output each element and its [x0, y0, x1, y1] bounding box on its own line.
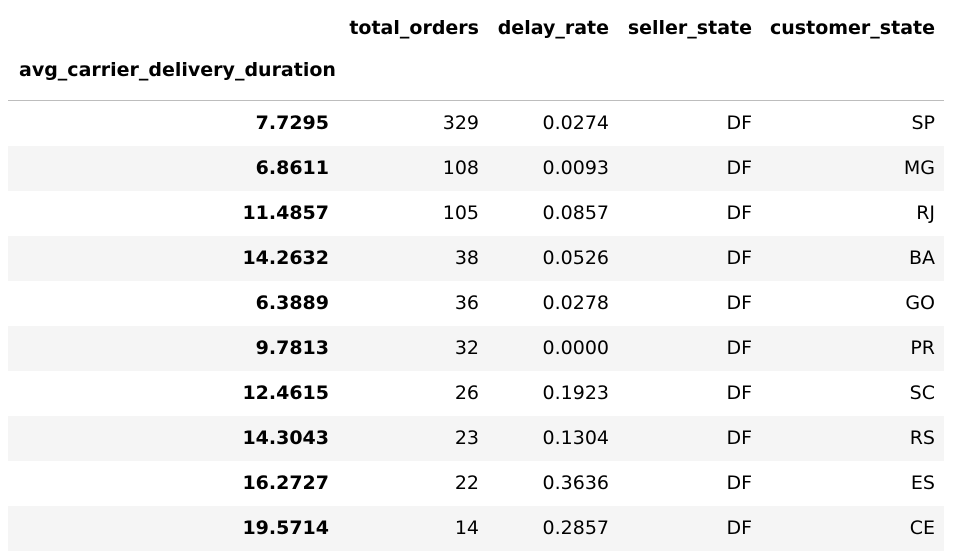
- table-cell: DF: [726, 382, 752, 404]
- table-cell: 32: [454, 337, 479, 359]
- column-header: seller_state: [627, 16, 752, 39]
- table-cell: 0.1923: [542, 382, 609, 404]
- table-row: 6.8611 108 0.0093 DF MG: [8, 145, 944, 191]
- table-cell: DF: [726, 202, 752, 224]
- table-cell: 38: [454, 247, 479, 269]
- row-index: 9.7813: [255, 337, 329, 359]
- table-cell: 26: [454, 382, 479, 404]
- column-header: delay_rate: [497, 16, 609, 39]
- row-index: 6.8611: [255, 157, 329, 179]
- table-row: 9.7813 32 0.0000 DF PR: [8, 325, 944, 371]
- table-cell: DF: [726, 112, 752, 135]
- table-row: 14.2632 38 0.0526 DF BA: [8, 235, 944, 281]
- table-header: total_orders delay_rate seller_state cus…: [8, 0, 944, 101]
- table-cell: 0.0857: [542, 202, 609, 224]
- table-cell: DF: [726, 517, 752, 539]
- table-cell: 22: [454, 472, 479, 494]
- column-header-blank: [8, 0, 338, 51]
- table-cell: 105: [442, 202, 479, 224]
- row-index: 7.7295: [255, 112, 329, 135]
- table-cell: 0.0526: [542, 247, 609, 269]
- table-cell: 23: [454, 427, 479, 449]
- table-cell: 329: [442, 112, 479, 135]
- table-cell: RS: [909, 427, 935, 449]
- table-row: 11.4857 105 0.0857 DF RJ: [8, 190, 944, 236]
- table-cell: 0.2857: [542, 517, 609, 539]
- row-index: 11.4857: [242, 202, 329, 224]
- row-index: 14.3043: [242, 427, 329, 449]
- row-index: 12.4615: [242, 382, 329, 404]
- row-index: 16.2727: [242, 472, 329, 494]
- row-index: 14.2632: [242, 247, 329, 269]
- table-row: 19.5714 14 0.2857 DF CE: [8, 505, 944, 551]
- table-cell: BA: [908, 247, 935, 269]
- table-cell: 14: [454, 517, 479, 539]
- table-row: 14.3043 23 0.1304 DF RS: [8, 415, 944, 461]
- table-cell: 108: [442, 157, 479, 179]
- table-cell: MG: [903, 157, 935, 179]
- table-row: 6.3889 36 0.0278 DF GO: [8, 280, 944, 326]
- table-cell: 0.0093: [542, 157, 609, 179]
- table-cell: DF: [726, 427, 752, 449]
- table-cell: RJ: [916, 202, 935, 224]
- table-cell: DF: [726, 157, 752, 179]
- column-header: total_orders: [349, 16, 479, 39]
- table-cell: CE: [909, 517, 935, 539]
- table-cell: DF: [726, 292, 752, 314]
- table-row: 16.2727 22 0.3636 DF ES: [8, 460, 944, 506]
- table-cell: 0.0000: [542, 337, 609, 359]
- table-cell: ES: [910, 472, 935, 494]
- dataframe-output: total_orders delay_rate seller_state cus…: [8, 0, 944, 551]
- row-index: 19.5714: [242, 517, 329, 539]
- table-cell: 0.0278: [542, 292, 609, 314]
- table-cell: PR: [910, 337, 935, 359]
- column-header-row: total_orders delay_rate seller_state cus…: [8, 0, 944, 51]
- table-cell: DF: [726, 472, 752, 494]
- table-cell: 0.0274: [542, 112, 609, 135]
- table-row: 7.7295 329 0.0274 DF SP: [8, 100, 944, 146]
- table-cell: 36: [454, 292, 479, 314]
- table-cell: DF: [726, 337, 752, 359]
- table-cell: 0.3636: [542, 472, 609, 494]
- index-header-row: avg_carrier_delivery_duration: [8, 51, 944, 101]
- table-cell: SP: [911, 112, 935, 135]
- dataframe-table: total_orders delay_rate seller_state cus…: [8, 0, 944, 551]
- table-cell: DF: [726, 247, 752, 269]
- column-header: customer_state: [770, 16, 935, 39]
- table-cell: GO: [905, 292, 935, 314]
- row-index: 6.3889: [255, 292, 329, 314]
- table-body: 7.7295 329 0.0274 DF SP 6.8611 108 0.009…: [8, 100, 944, 551]
- table-row: 12.4615 26 0.1923 DF SC: [8, 370, 944, 416]
- table-cell: SC: [909, 382, 935, 404]
- index-name-header: avg_carrier_delivery_duration: [19, 59, 336, 81]
- table-cell: 0.1304: [542, 427, 609, 449]
